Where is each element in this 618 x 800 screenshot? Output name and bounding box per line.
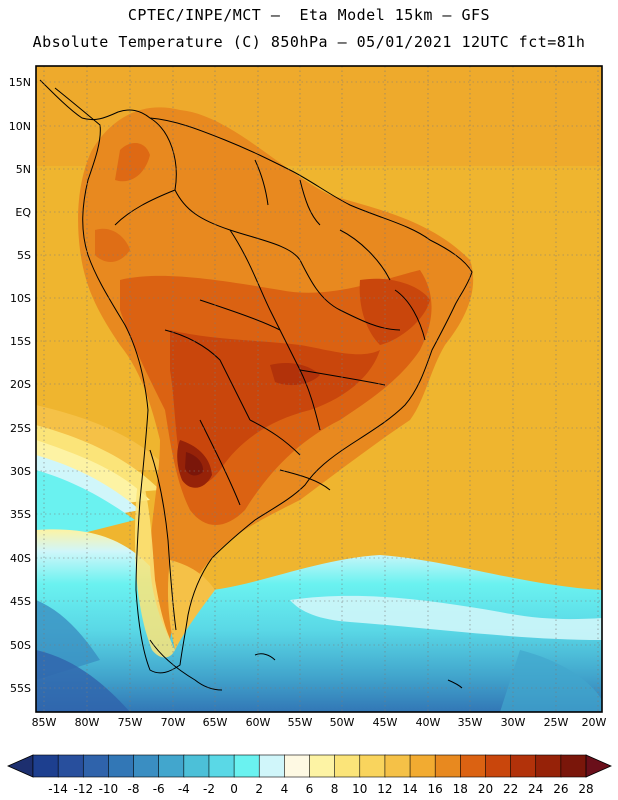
colorbar-cell <box>258 754 286 778</box>
lon-label: 80W <box>75 716 100 729</box>
colorbar-cell <box>208 754 235 778</box>
colorbar-cell <box>158 754 185 778</box>
colorbar-cell <box>510 754 537 778</box>
colorbar-cell <box>485 754 512 778</box>
lon-label: 30W <box>501 716 526 729</box>
lat-label: EQ <box>15 206 31 219</box>
colorbar-cell <box>183 754 210 778</box>
colorbar-tick-label: 28 <box>578 782 593 796</box>
lat-label: 35S <box>10 508 31 521</box>
colorbar-tick-label: 16 <box>428 782 443 796</box>
lat-label: 50S <box>10 639 31 652</box>
colorbar-tick-label: 22 <box>503 782 518 796</box>
lon-label: 85W <box>32 716 57 729</box>
lon-label: 75W <box>118 716 143 729</box>
colorbar-tick-label: 12 <box>377 782 392 796</box>
colorbar-cell <box>560 754 587 778</box>
lon-label: 70W <box>161 716 186 729</box>
lat-label: 10S <box>10 292 31 305</box>
colorbar-cell <box>57 754 84 778</box>
colorbar-over-arrow <box>585 754 612 778</box>
colorbar-cell <box>434 754 462 778</box>
colorbar-tick-label: 2 <box>255 782 263 796</box>
colorbar-tick-label: 18 <box>453 782 468 796</box>
colorbar-cell <box>535 754 562 778</box>
colorbar-tick-label: 0 <box>230 782 238 796</box>
colorbar-under-arrow <box>7 754 34 778</box>
lon-label: 45W <box>373 716 398 729</box>
colorbar-cell <box>334 754 361 778</box>
colorbar-tick-label: 24 <box>528 782 543 796</box>
colorbar-tick-label: 14 <box>402 782 417 796</box>
colorbar-tick-label: -12 <box>73 782 93 796</box>
colorbar-cell <box>32 754 59 778</box>
colorbar-cell <box>384 754 411 778</box>
lat-label: 5N <box>16 163 31 176</box>
lat-label: 15N <box>9 76 31 89</box>
colorbar-cell <box>133 754 160 778</box>
colorbar-tick-label: -14 <box>48 782 68 796</box>
colorbar-cell <box>82 754 110 778</box>
colorbar-tick-label: 10 <box>352 782 367 796</box>
lon-label: 60W <box>246 716 271 729</box>
lat-label: 15S <box>10 335 31 348</box>
longitude-labels: 85W 80W 75W 70W 65W 60W 55W 50W 45W 40W … <box>32 716 607 729</box>
colorbar-cell <box>460 754 487 778</box>
colorbar-tick-label: 4 <box>281 782 289 796</box>
colorbar-cell <box>108 754 135 778</box>
lon-label: 65W <box>203 716 228 729</box>
latitude-labels: 15N 10N 5N EQ 5S 10S 15S 20S 25S 30S 35S… <box>9 76 32 695</box>
lat-label: 45S <box>10 595 31 608</box>
colorbar-tick-label: 26 <box>553 782 568 796</box>
lon-label: 25W <box>544 716 569 729</box>
lat-label: 25S <box>10 422 31 435</box>
lon-label: 40W <box>416 716 441 729</box>
colorbar-tick-label: -10 <box>99 782 119 796</box>
colorbar-tick-label: -6 <box>153 782 165 796</box>
colorbar-cell <box>233 754 260 778</box>
colorbar-tick-label: 8 <box>331 782 339 796</box>
lat-label: 55S <box>10 682 31 695</box>
colorbar-tick-label: -2 <box>203 782 215 796</box>
lat-label: 5S <box>17 249 31 262</box>
map-title-line2: Absolute Temperature (C) 850hPa – 05/01/… <box>32 33 586 51</box>
colorbar-cell <box>284 754 311 778</box>
colorbar-cell <box>409 754 436 778</box>
lon-label: 55W <box>288 716 313 729</box>
map-field <box>36 66 602 712</box>
colorbar-cell <box>359 754 386 778</box>
colorbar-tick-label: -4 <box>178 782 190 796</box>
lon-label: 35W <box>458 716 483 729</box>
lat-label: 20S <box>10 378 31 391</box>
map-frame <box>35 65 603 713</box>
lon-label: 20W <box>582 716 607 729</box>
colorbar-tick-label: 6 <box>306 782 314 796</box>
lat-label: 40S <box>10 552 31 565</box>
colorbar: -14 -12 -10 -8 -6 -4 -2 0 2 4 6 8 10 12 14 16 18 20 22 24 26… <box>7 754 612 796</box>
lat-label: 10N <box>9 120 31 133</box>
colorbar-cell <box>309 754 336 778</box>
colorbar-tick-label: 20 <box>478 782 493 796</box>
map-title-line1: CPTEC/INPE/MCT – Eta Model 15km – GFS <box>127 6 491 24</box>
colorbar-tick-label: -8 <box>128 782 140 796</box>
lat-label: 30S <box>10 465 31 478</box>
lon-label: 50W <box>330 716 355 729</box>
